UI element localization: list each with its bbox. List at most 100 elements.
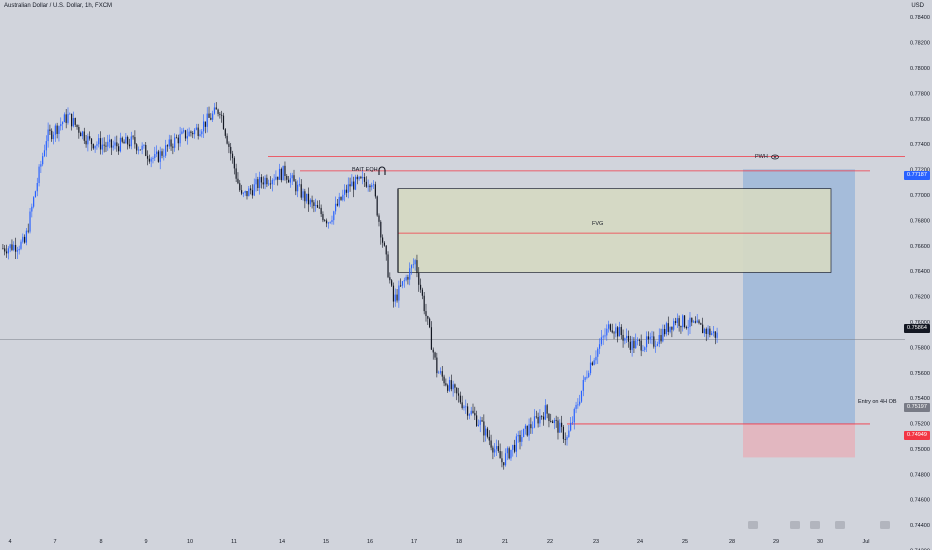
candle-body — [598, 344, 601, 349]
candle-body — [418, 273, 420, 285]
candle-body — [13, 244, 15, 250]
candle-body — [72, 118, 75, 127]
candle-body — [286, 175, 288, 180]
candle-body — [221, 114, 223, 116]
candle-body — [602, 336, 604, 338]
candle-body — [608, 324, 610, 329]
candle-body — [533, 416, 536, 428]
candle-body — [246, 190, 248, 197]
price-tick-label: 0.74600 — [910, 498, 930, 504]
candle-body — [118, 146, 120, 152]
candle-body — [588, 373, 590, 377]
candle-body — [255, 179, 257, 185]
candle-body — [445, 383, 447, 386]
fvg-label: FVG — [592, 221, 604, 227]
candle-body — [702, 324, 704, 334]
candle-body — [242, 192, 244, 194]
candle-body — [468, 414, 470, 416]
candle-body — [155, 151, 158, 155]
candle-body — [519, 434, 521, 442]
candle-body — [622, 334, 624, 341]
candle-body — [412, 264, 414, 266]
candle-body — [508, 448, 510, 459]
candle-body — [300, 184, 302, 198]
candle-body — [374, 184, 376, 197]
candle-body — [589, 362, 592, 374]
candle-body — [513, 444, 516, 452]
candle-body — [215, 107, 217, 110]
candle-body — [644, 347, 646, 351]
candle-body — [139, 149, 141, 151]
price-tick-label: 0.75000 — [910, 447, 930, 453]
candle-body — [347, 184, 349, 193]
candle-body — [52, 134, 55, 140]
candle-body — [228, 143, 230, 147]
candle-body — [656, 343, 659, 346]
candle-body — [306, 193, 308, 202]
price-tick-label: 0.78400 — [910, 15, 930, 21]
candle-body — [262, 182, 264, 185]
candle-body — [193, 129, 196, 135]
candle-body — [127, 136, 129, 145]
candle-body — [689, 317, 691, 327]
candle-body — [530, 424, 532, 429]
candle-body — [42, 156, 44, 165]
candle-body — [597, 348, 599, 357]
candle-body — [631, 340, 633, 350]
candle-body — [11, 244, 13, 250]
candle-body — [383, 242, 386, 246]
candle-body — [499, 451, 501, 459]
candle-body — [38, 166, 40, 184]
price-tick-label: 0.74200 — [910, 549, 930, 550]
candle-body — [69, 113, 71, 115]
candle-body — [208, 113, 210, 118]
candle-body — [110, 139, 112, 148]
candle-body — [423, 295, 425, 312]
candle-body — [244, 190, 246, 193]
candle-body — [65, 114, 67, 123]
candle-body — [336, 203, 339, 206]
candle-body — [376, 196, 378, 216]
candle-body — [56, 125, 58, 134]
candle-body — [528, 424, 530, 436]
candle-body — [535, 416, 537, 418]
candle-body — [78, 127, 80, 133]
candle-body — [523, 428, 525, 438]
candle-body — [74, 118, 76, 125]
candle-body — [329, 221, 331, 223]
candle-body — [345, 189, 348, 193]
candle-body — [181, 131, 183, 134]
candle-body — [145, 144, 147, 156]
candle-body — [172, 146, 174, 148]
candle-body — [452, 384, 454, 390]
candle-body — [427, 316, 429, 319]
candle-body — [492, 447, 494, 453]
time-tick-label: 28 — [729, 539, 735, 545]
candle-body — [669, 326, 671, 332]
symbol-title: Australian Dollar / U.S. Dollar, 1h, FXC… — [4, 3, 113, 9]
time-tick-label: 9 — [144, 539, 147, 545]
candle-body — [295, 181, 297, 192]
candle-body — [524, 425, 527, 429]
candle-body — [36, 183, 38, 192]
candle-body — [542, 416, 545, 420]
price-tick-label: 0.76400 — [910, 269, 930, 275]
candle-body — [454, 384, 456, 388]
candle-body — [409, 268, 411, 280]
candle-body — [87, 136, 89, 145]
candle-body — [678, 318, 680, 327]
candle-body — [280, 168, 282, 181]
candle-body — [199, 134, 201, 136]
candle-body — [31, 206, 33, 212]
price-tick-label: 0.76000 — [910, 320, 930, 326]
candle-body — [183, 130, 185, 132]
candle-body — [269, 183, 272, 185]
candle-body — [421, 289, 423, 296]
candle-body — [564, 439, 566, 440]
candle-body — [81, 131, 84, 137]
candle-body — [503, 462, 505, 466]
candle-body — [457, 393, 460, 396]
candle-body — [275, 176, 277, 180]
